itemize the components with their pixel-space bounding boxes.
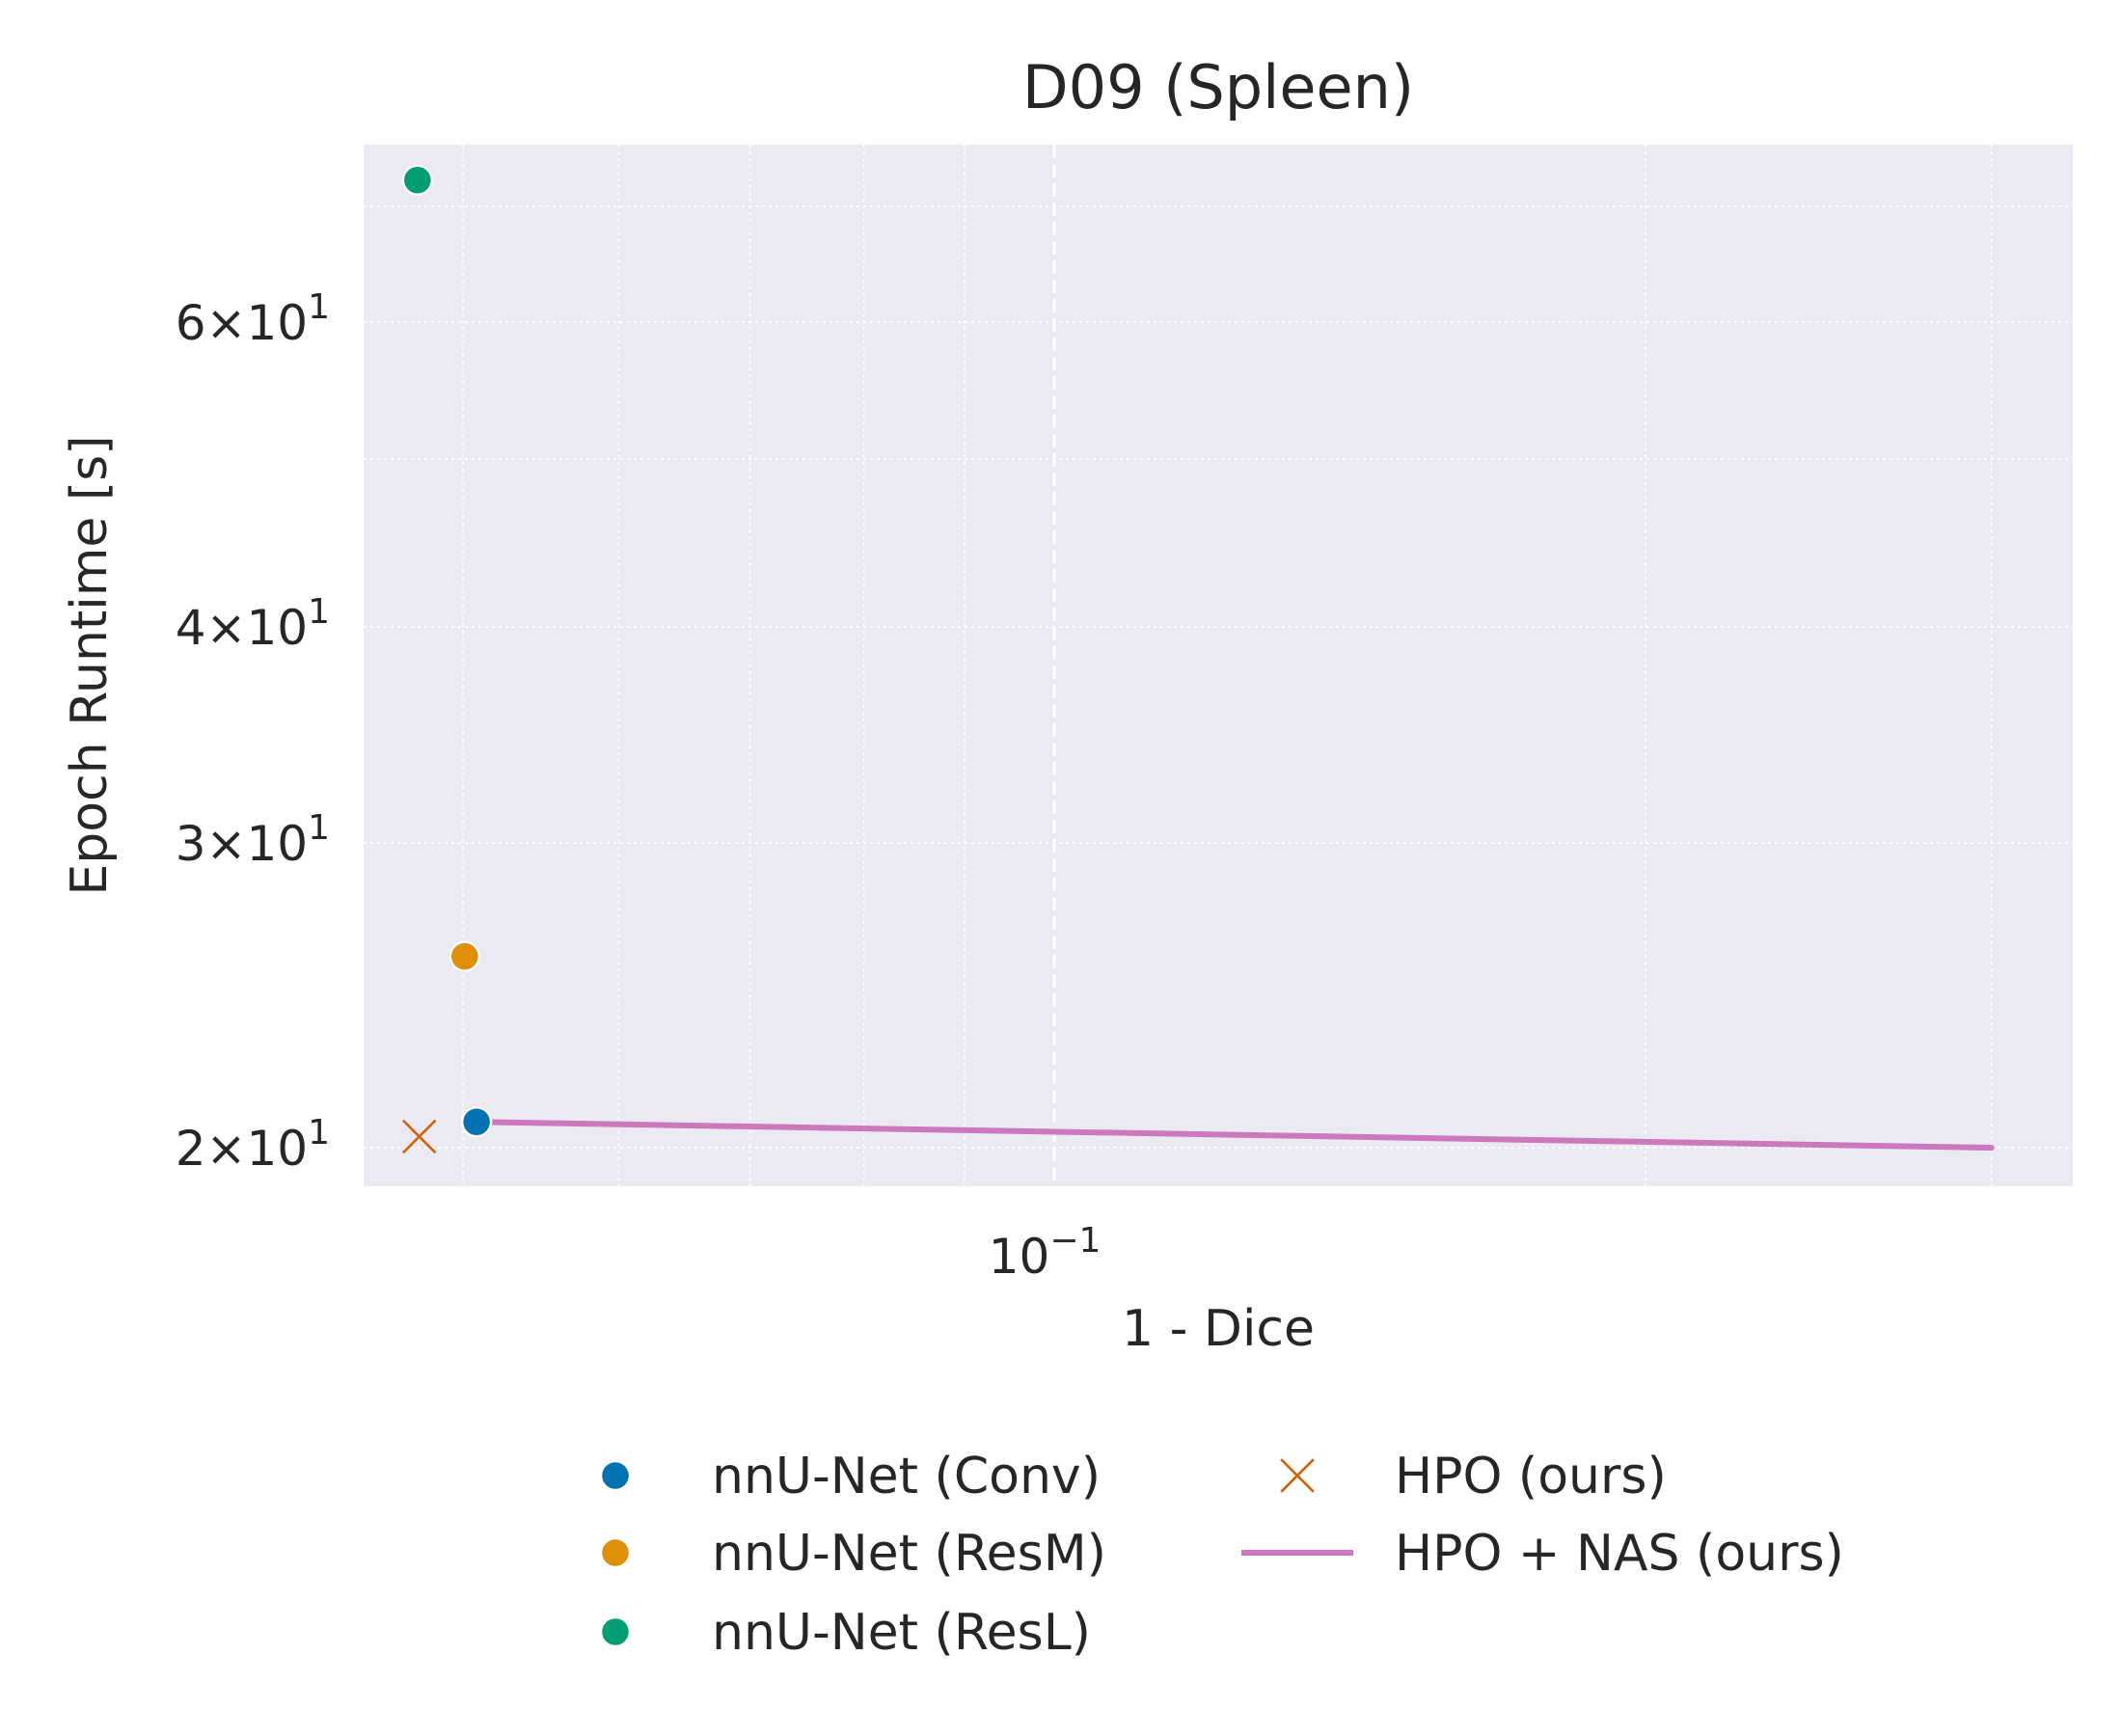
minor-grid [364, 145, 2073, 1186]
legend-item: nnU-Net (ResM) [599, 1525, 1106, 1583]
legend-marker [599, 1536, 632, 1569]
legend-item: nnU-Net (Conv) [599, 1448, 1101, 1505]
y-tick-label: 6×101 [176, 287, 330, 351]
y-axis-ticks: 2×101 3×101 4×101 6×101 [176, 287, 330, 1177]
legend-item: HPO (ours) [1280, 1448, 1667, 1505]
legend-marker [599, 1459, 632, 1492]
legend-label: nnU-Net (ResL) [712, 1604, 1091, 1662]
x-axis-label: 1 - Dice [1122, 1300, 1315, 1358]
data-point [449, 940, 481, 972]
x-axis-ticks: 10−1 [989, 1221, 1102, 1285]
legend-label: nnU-Net (Conv) [712, 1448, 1101, 1505]
y-tick-label: 3×101 [176, 808, 330, 872]
series-line-hpo-nas [474, 1119, 1995, 1152]
x-tick-exponent: −1 [1049, 1221, 1101, 1261]
y-tick-label: 2×101 [176, 1113, 330, 1177]
data-point-stroke-b [401, 1119, 437, 1154]
series-layer [401, 164, 1995, 1154]
legend-marker [599, 1615, 632, 1648]
major-grid [364, 145, 2073, 1186]
legend-label: HPO + NAS (ours) [1395, 1525, 1844, 1583]
legend-item: HPO + NAS (ours) [1241, 1525, 1844, 1583]
legend-item: nnU-Net (ResL) [599, 1604, 1091, 1662]
y-tick-label: 4×101 [176, 592, 330, 656]
y-tick-exponent: 1 [308, 592, 330, 632]
legend-label: HPO (ours) [1395, 1448, 1667, 1505]
data-point [460, 1105, 493, 1138]
y-tick-exponent: 1 [308, 808, 330, 848]
y-tick-exponent: 1 [308, 287, 330, 327]
data-point [401, 164, 434, 196]
legend: nnU-Net (Conv) nnU-Net (ResM) nnU-Net (Res… [599, 1448, 1844, 1662]
legend-label: nnU-Net (ResM) [712, 1525, 1106, 1583]
y-tick-exponent: 1 [308, 1113, 330, 1153]
y-axis-label: Epoch Runtime [s] [61, 435, 119, 895]
plot-area [364, 145, 2073, 1186]
legend-marker-stroke-b [1280, 1458, 1315, 1493]
chart-title: D09 (Spleen) [1022, 52, 1414, 122]
x-tick-label: 10−1 [989, 1221, 1102, 1285]
